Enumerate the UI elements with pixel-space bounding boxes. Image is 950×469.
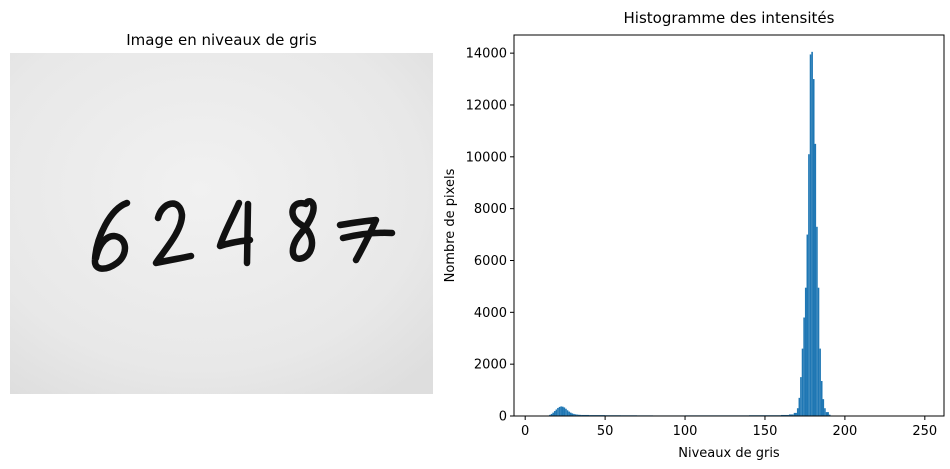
histogram-bar bbox=[561, 406, 564, 416]
histogram-bar bbox=[819, 348, 821, 416]
histogram-bar bbox=[577, 414, 580, 416]
y-tick-label: 2000 bbox=[474, 358, 507, 373]
histogram-bar bbox=[573, 413, 575, 416]
histogram-bar bbox=[796, 408, 799, 416]
histogram-bar bbox=[558, 406, 561, 416]
histogram-bar bbox=[824, 408, 826, 416]
histogram-bar bbox=[780, 414, 789, 416]
y-axis-label: Nombre de pixels bbox=[443, 168, 458, 282]
histogram-bar bbox=[814, 143, 817, 416]
histogram-bar bbox=[806, 234, 809, 416]
histogram-bar bbox=[565, 408, 567, 416]
histogram-bar bbox=[555, 409, 558, 416]
histogram-bar bbox=[803, 317, 805, 416]
histogram-bar bbox=[788, 414, 794, 416]
histogram-bar bbox=[569, 412, 572, 416]
x-tick-label: 50 bbox=[597, 424, 614, 439]
histogram-bar bbox=[552, 412, 554, 416]
histogram-bar bbox=[566, 410, 569, 416]
histogram-bar bbox=[820, 381, 823, 416]
y-tick-label: 8000 bbox=[474, 202, 507, 217]
histogram-bar bbox=[557, 407, 559, 416]
image-panel-title: Image en niveaux de gris bbox=[126, 31, 317, 49]
x-axis-ticks: 0 50 100 150 200 250 bbox=[521, 416, 937, 439]
histogram-bar bbox=[571, 413, 574, 416]
histogram-bar bbox=[817, 287, 820, 416]
histogram-bar bbox=[793, 412, 797, 416]
x-axis-label: Niveaux de gris bbox=[678, 446, 780, 461]
plot-frame bbox=[513, 34, 945, 417]
histogram-bar bbox=[563, 407, 566, 416]
histogram-bar bbox=[560, 406, 562, 416]
histogram-bars bbox=[547, 51, 831, 417]
grayscale-image: 62487 bbox=[10, 53, 433, 394]
histogram-bar bbox=[579, 414, 582, 416]
handwritten-digits bbox=[91, 198, 396, 272]
histogram-bar bbox=[816, 226, 818, 416]
x-tick-label: 100 bbox=[673, 424, 698, 439]
histogram-bar bbox=[809, 54, 812, 416]
histogram-bar bbox=[804, 287, 807, 416]
y-axis-ticks: 0 2000 4000 6000 8000 10000 12000 14000 bbox=[466, 47, 514, 425]
histogram-bar bbox=[808, 154, 810, 416]
histogram-bar bbox=[576, 414, 578, 416]
histogram-bar bbox=[549, 414, 551, 416]
y-tick-label: 12000 bbox=[466, 98, 507, 113]
histogram-bar bbox=[811, 51, 813, 417]
histogram-bar bbox=[812, 79, 815, 417]
histogram-bar bbox=[801, 348, 804, 416]
x-tick-label: 200 bbox=[832, 424, 857, 439]
histogram-bar bbox=[550, 413, 553, 416]
histogram-title: Histogramme des intensités bbox=[623, 9, 835, 27]
histogram-bar bbox=[568, 411, 570, 416]
histogram-bar bbox=[825, 412, 829, 416]
x-tick-label: 150 bbox=[753, 424, 778, 439]
y-tick-label: 6000 bbox=[474, 254, 507, 269]
histogram-bar bbox=[828, 414, 831, 416]
x-tick-label: 0 bbox=[521, 424, 529, 439]
y-tick-label: 14000 bbox=[466, 47, 507, 62]
y-tick-label: 4000 bbox=[474, 306, 507, 321]
histogram-bar bbox=[822, 399, 825, 416]
histogram-bar bbox=[574, 414, 577, 416]
histogram-bar bbox=[800, 377, 802, 416]
x-tick-label: 250 bbox=[912, 424, 937, 439]
y-tick-label: 0 bbox=[499, 410, 507, 425]
histogram-bar bbox=[581, 414, 590, 416]
histogram-bar bbox=[798, 397, 801, 416]
y-tick-label: 10000 bbox=[466, 150, 507, 165]
histogram-bar bbox=[553, 411, 556, 416]
